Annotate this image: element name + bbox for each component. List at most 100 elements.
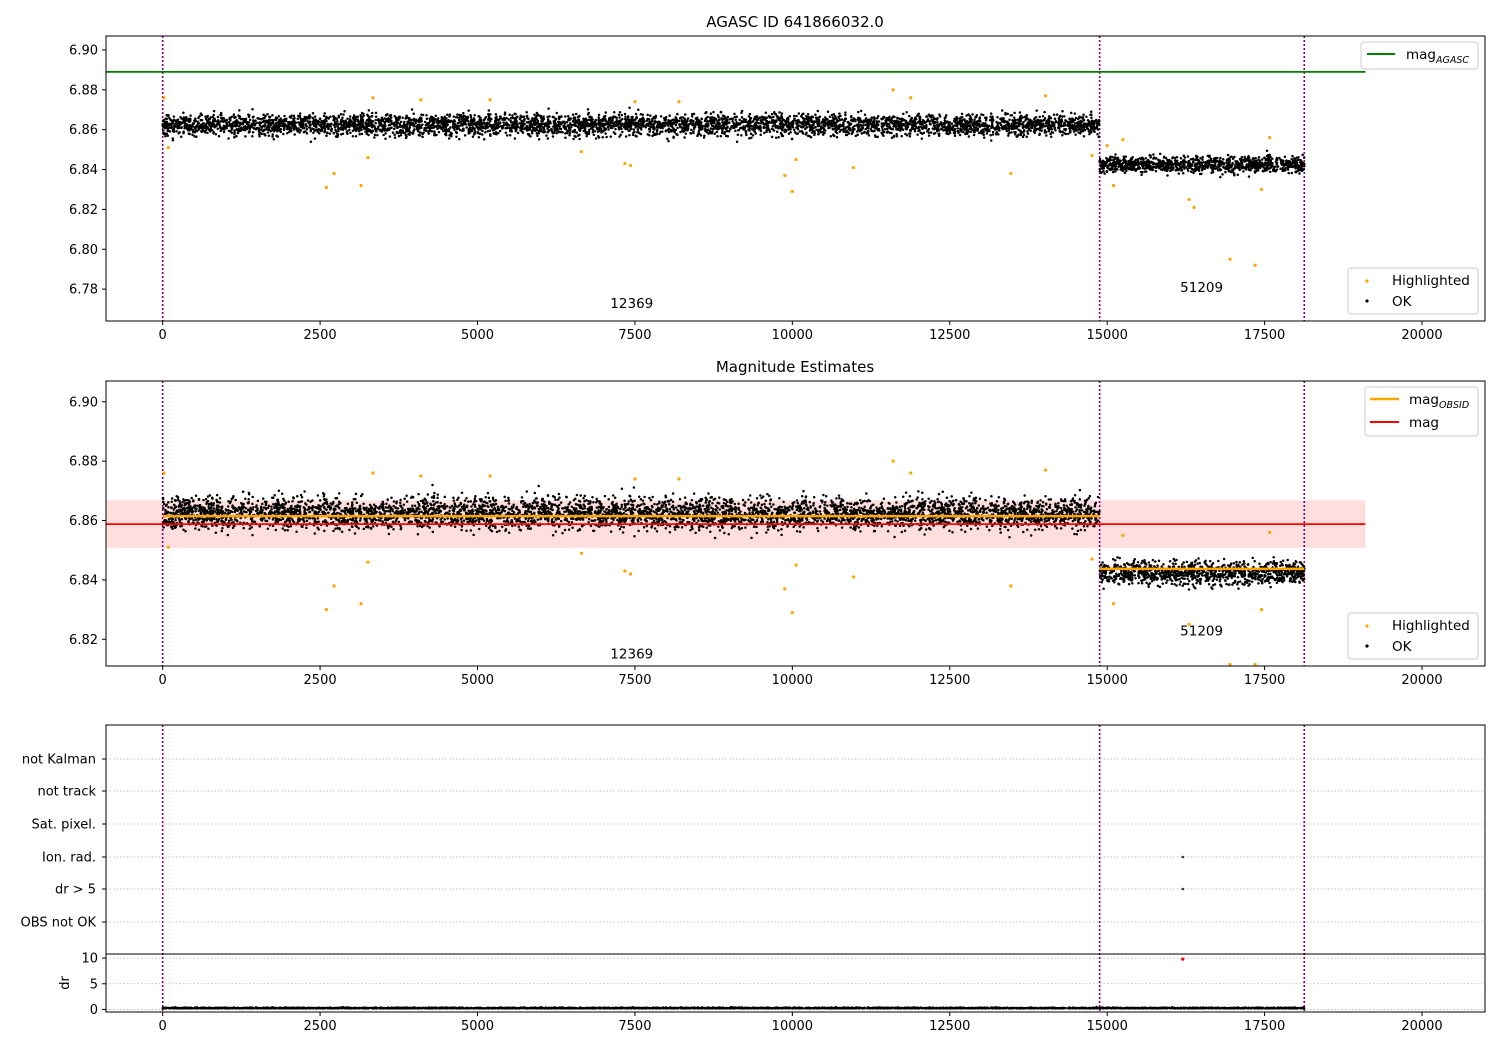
data-point-ok xyxy=(988,129,991,133)
data-point-ok xyxy=(775,130,779,133)
data-point-ok xyxy=(1043,131,1047,134)
data-point-ok xyxy=(859,109,863,113)
data-point-ok xyxy=(389,114,393,117)
data-point-ok xyxy=(516,131,520,135)
data-point-ok xyxy=(1082,135,1086,138)
data-point-ok xyxy=(611,119,614,122)
data-point-ok xyxy=(919,120,922,124)
data-point-ok xyxy=(990,125,994,129)
data-point-ok xyxy=(292,119,296,122)
data-point-ok xyxy=(473,113,476,117)
data-point-ok xyxy=(525,114,529,118)
data-point-ok xyxy=(1073,122,1077,125)
data-point-ok xyxy=(727,129,731,133)
data-point-ok xyxy=(384,132,387,135)
data-point-ok xyxy=(343,109,346,113)
data-point-ok xyxy=(857,116,860,120)
data-point-ok xyxy=(621,122,624,126)
data-point-ok xyxy=(816,132,820,136)
data-point-ok xyxy=(460,116,464,119)
data-point-ok xyxy=(287,120,290,124)
data-point-ok xyxy=(1029,120,1033,124)
data-point-ok xyxy=(765,120,769,123)
data-point-ok xyxy=(769,121,773,125)
data-point-ok xyxy=(768,116,771,119)
data-point-ok xyxy=(271,113,274,117)
data-point-ok xyxy=(1029,129,1032,132)
data-point-ok xyxy=(789,127,792,131)
data-point-ok xyxy=(973,128,976,131)
data-point-ok xyxy=(592,133,596,137)
data-point-ok xyxy=(826,124,829,127)
data-point-ok xyxy=(701,124,704,128)
data-point-ok xyxy=(1114,170,1117,173)
data-point-ok xyxy=(727,121,730,125)
data-point-ok xyxy=(911,124,914,127)
data-point-ok xyxy=(612,110,616,114)
data-point-ok xyxy=(947,127,950,130)
data-point-ok xyxy=(165,132,169,136)
data-point-ok xyxy=(297,127,300,130)
data-point-ok xyxy=(305,132,309,135)
data-point-ok xyxy=(482,118,486,122)
data-point-ok xyxy=(1034,128,1038,132)
data-point-ok xyxy=(848,123,851,127)
data-point-ok xyxy=(258,117,261,121)
data-point-ok xyxy=(376,127,379,131)
data-point-ok xyxy=(957,130,960,134)
data-point-ok xyxy=(681,127,684,130)
data-point-ok xyxy=(267,134,271,137)
data-point-ok xyxy=(587,132,591,136)
data-point-ok xyxy=(206,131,209,135)
data-point-ok xyxy=(649,126,652,129)
data-point-ok xyxy=(487,122,490,125)
data-point-ok xyxy=(956,127,959,130)
data-point-ok xyxy=(780,112,784,115)
data-point-ok xyxy=(1007,132,1010,135)
data-point-ok xyxy=(566,129,569,132)
data-point-ok xyxy=(1052,124,1055,128)
data-point-ok xyxy=(461,122,465,125)
data-point-ok xyxy=(1010,114,1014,117)
data-point-ok xyxy=(1019,119,1022,123)
data-point-ok xyxy=(171,122,174,125)
data-point-ok xyxy=(1026,132,1030,135)
data-point-ok xyxy=(840,118,844,121)
data-point-ok xyxy=(778,122,782,125)
data-point-ok xyxy=(234,123,237,127)
data-point-ok xyxy=(895,132,898,136)
data-point-ok xyxy=(245,127,249,131)
data-point-ok xyxy=(846,125,849,129)
data-point-ok xyxy=(235,127,239,131)
data-point-ok xyxy=(845,133,849,137)
data-point-ok xyxy=(626,125,629,128)
data-point-ok xyxy=(876,127,879,131)
data-point-ok xyxy=(333,123,337,126)
data-point-ok xyxy=(762,122,765,126)
data-point-ok xyxy=(629,127,633,130)
data-point-ok xyxy=(348,128,351,132)
data-point-ok xyxy=(966,129,970,132)
data-point-ok xyxy=(1043,117,1047,120)
data-point-ok xyxy=(292,128,296,131)
data-point-ok xyxy=(853,124,856,128)
data-point-ok xyxy=(852,117,856,120)
data-point-ok xyxy=(1034,119,1037,123)
data-point-ok xyxy=(1023,115,1026,119)
data-point-ok xyxy=(620,113,624,117)
data-point-ok xyxy=(425,122,429,126)
data-point-ok xyxy=(304,130,307,133)
data-point-ok xyxy=(1015,135,1018,139)
data-point-ok xyxy=(597,116,600,119)
data-point-ok xyxy=(374,115,378,119)
data-point-ok xyxy=(367,109,371,112)
data-point-ok xyxy=(1064,132,1068,136)
data-point-ok xyxy=(734,115,738,119)
data-point-ok xyxy=(1012,126,1016,130)
data-point-ok xyxy=(672,136,675,139)
data-point-ok xyxy=(890,136,894,140)
data-point-ok xyxy=(733,122,736,126)
data-point-ok xyxy=(489,134,492,138)
data-point-ok xyxy=(711,130,714,134)
data-point-ok xyxy=(1002,117,1005,120)
